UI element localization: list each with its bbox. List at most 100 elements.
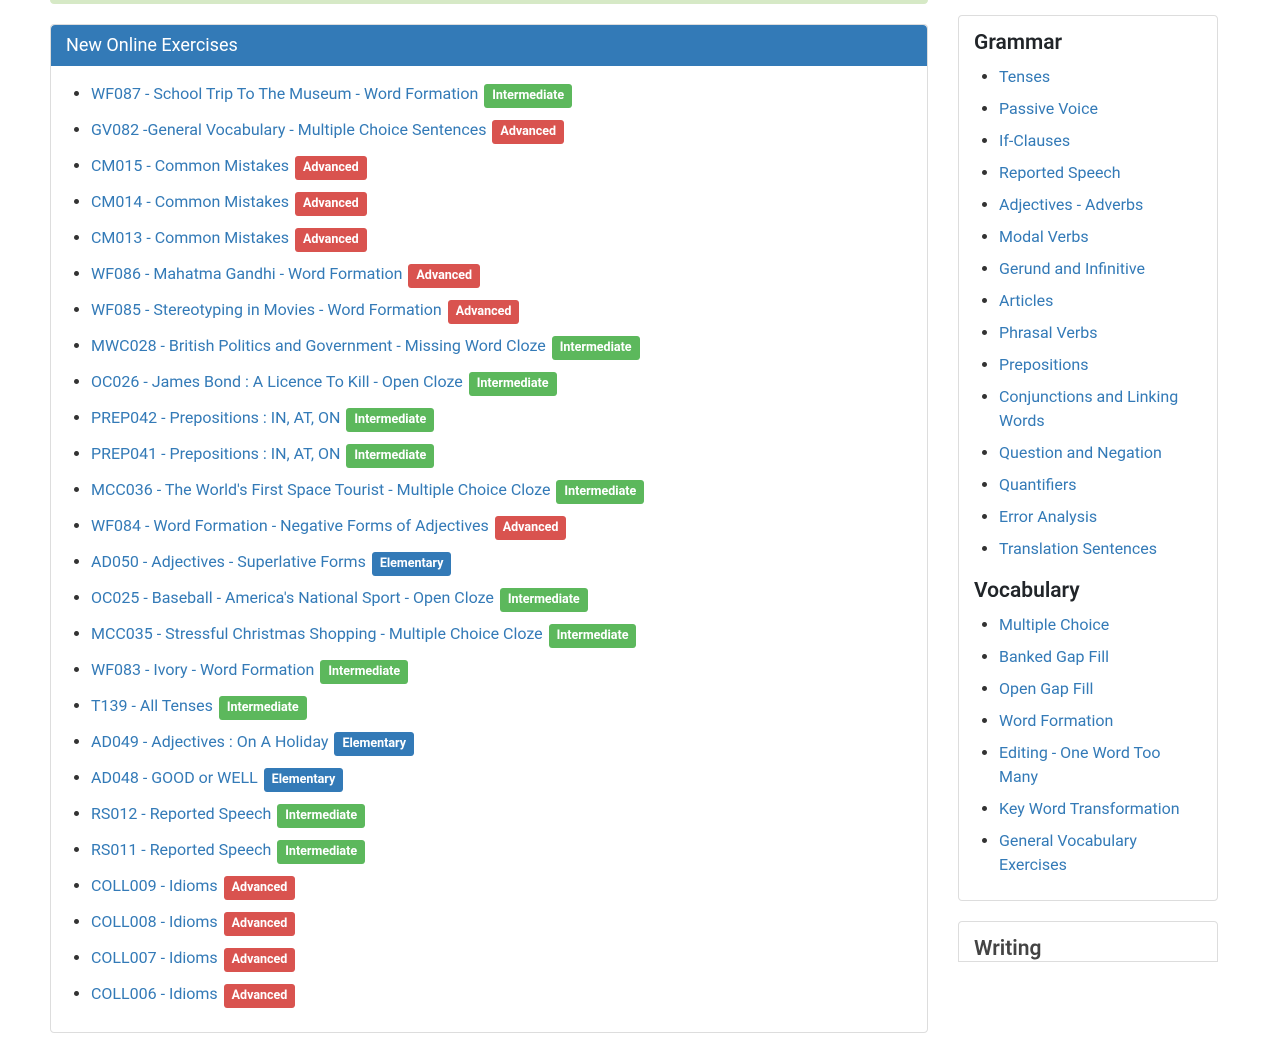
vocabulary-link[interactable]: Key Word Transformation (999, 799, 1180, 818)
sidebar-column: Grammar TensesPassive VoiceIf-ClausesRep… (958, 0, 1218, 1053)
exercise-link[interactable]: AD050 - Adjectives - Superlative Forms (91, 552, 366, 571)
grammar-link[interactable]: Articles (999, 291, 1053, 310)
exercise-item: CM013 - Common Mistakes Advanced (91, 225, 912, 252)
level-badge: Advanced (495, 516, 567, 540)
list-item: Phrasal Verbs (999, 321, 1202, 345)
exercise-link[interactable]: MCC036 - The World's First Space Tourist… (91, 480, 550, 499)
exercise-item: WF087 - School Trip To The Museum - Word… (91, 81, 912, 108)
vocabulary-link[interactable]: General Vocabulary Exercises (999, 831, 1137, 874)
exercise-item: OC025 - Baseball - America's National Sp… (91, 585, 912, 612)
level-badge: Elementary (264, 768, 344, 792)
list-item: Editing - One Word Too Many (999, 741, 1202, 789)
grammar-link[interactable]: Adjectives - Adverbs (999, 195, 1143, 214)
list-item: Passive Voice (999, 97, 1202, 121)
exercise-item: CM014 - Common Mistakes Advanced (91, 189, 912, 216)
grammar-link[interactable]: Prepositions (999, 355, 1088, 374)
exercise-link[interactable]: PREP042 - Prepositions : IN, AT, ON (91, 408, 340, 427)
exercise-link[interactable]: MWC028 - British Politics and Government… (91, 336, 546, 355)
list-item: Tenses (999, 65, 1202, 89)
exercise-item: AD049 - Adjectives : On A Holiday Elemen… (91, 729, 912, 756)
exercise-link[interactable]: T139 - All Tenses (91, 696, 213, 715)
list-item: Prepositions (999, 353, 1202, 377)
level-badge: Intermediate (346, 408, 434, 432)
exercises-panel: New Online Exercises WF087 - School Trip… (50, 24, 928, 1033)
grammar-link[interactable]: Phrasal Verbs (999, 323, 1098, 342)
exercise-link[interactable]: AD049 - Adjectives : On A Holiday (91, 732, 328, 751)
level-badge: Advanced (492, 120, 564, 144)
list-item: Modal Verbs (999, 225, 1202, 249)
vocabulary-link[interactable]: Banked Gap Fill (999, 647, 1109, 666)
list-item: Articles (999, 289, 1202, 313)
list-item: Quantifiers (999, 473, 1202, 497)
top-accent-bar (50, 0, 928, 4)
level-badge: Intermediate (219, 696, 307, 720)
exercise-link[interactable]: CM013 - Common Mistakes (91, 228, 289, 247)
grammar-link[interactable]: If-Clauses (999, 131, 1070, 150)
exercise-link[interactable]: WF086 - Mahatma Gandhi - Word Formation (91, 264, 402, 283)
list-item: Reported Speech (999, 161, 1202, 185)
grammar-link[interactable]: Modal Verbs (999, 227, 1089, 246)
exercise-item: PREP041 - Prepositions : IN, AT, ON Inte… (91, 441, 912, 468)
grammar-link[interactable]: Reported Speech (999, 163, 1121, 182)
level-badge: Intermediate (556, 480, 644, 504)
level-badge: Intermediate (277, 804, 365, 828)
list-item: Gerund and Infinitive (999, 257, 1202, 281)
exercise-link[interactable]: WF087 - School Trip To The Museum - Word… (91, 84, 478, 103)
exercise-item: COLL006 - Idioms Advanced (91, 981, 912, 1008)
level-badge: Intermediate (484, 84, 572, 108)
exercise-link[interactable]: PREP041 - Prepositions : IN, AT, ON (91, 444, 340, 463)
grammar-link[interactable]: Conjunctions and Linking Words (999, 387, 1178, 430)
exercise-link[interactable]: WF084 - Word Formation - Negative Forms … (91, 516, 489, 535)
level-badge: Advanced (224, 948, 296, 972)
exercise-link[interactable]: GV082 -General Vocabulary - Multiple Cho… (91, 120, 486, 139)
exercise-link[interactable]: CM015 - Common Mistakes (91, 156, 289, 175)
panel-title: New Online Exercises (51, 25, 927, 66)
exercise-link[interactable]: WF085 - Stereotyping in Movies - Word Fo… (91, 300, 442, 319)
vocabulary-link[interactable]: Multiple Choice (999, 615, 1109, 634)
exercise-link[interactable]: RS011 - Reported Speech (91, 840, 271, 859)
exercise-link[interactable]: COLL009 - Idioms (91, 876, 218, 895)
vocabulary-link[interactable]: Open Gap Fill (999, 679, 1093, 698)
grammar-link[interactable]: Error Analysis (999, 507, 1097, 526)
exercise-link[interactable]: CM014 - Common Mistakes (91, 192, 289, 211)
level-badge: Intermediate (552, 336, 640, 360)
exercise-item: GV082 -General Vocabulary - Multiple Cho… (91, 117, 912, 144)
exercise-item: COLL009 - Idioms Advanced (91, 873, 912, 900)
exercise-link[interactable]: OC026 - James Bond : A Licence To Kill -… (91, 372, 463, 391)
level-badge: Advanced (408, 264, 480, 288)
grammar-link[interactable]: Tenses (999, 67, 1050, 86)
exercise-link[interactable]: COLL007 - Idioms (91, 948, 218, 967)
level-badge: Advanced (448, 300, 520, 324)
list-item: Adjectives - Adverbs (999, 193, 1202, 217)
exercise-list: WF087 - School Trip To The Museum - Word… (66, 81, 912, 1008)
exercise-link[interactable]: AD048 - GOOD or WELL (91, 768, 258, 787)
exercise-item: COLL007 - Idioms Advanced (91, 945, 912, 972)
grammar-link[interactable]: Passive Voice (999, 99, 1098, 118)
exercise-item: COLL008 - Idioms Advanced (91, 909, 912, 936)
exercise-item: AD048 - GOOD or WELL Elementary (91, 765, 912, 792)
exercise-item: RS011 - Reported Speech Intermediate (91, 837, 912, 864)
exercise-link[interactable]: WF083 - Ivory - Word Formation (91, 660, 314, 679)
exercise-item: WF085 - Stereotyping in Movies - Word Fo… (91, 297, 912, 324)
level-badge: Advanced (224, 912, 296, 936)
vocabulary-link[interactable]: Editing - One Word Too Many (999, 743, 1161, 786)
level-badge: Advanced (295, 228, 367, 252)
exercise-link[interactable]: MCC035 - Stressful Christmas Shopping - … (91, 624, 543, 643)
grammar-link[interactable]: Gerund and Infinitive (999, 259, 1145, 278)
exercise-link[interactable]: COLL008 - Idioms (91, 912, 218, 931)
exercise-item: CM015 - Common Mistakes Advanced (91, 153, 912, 180)
list-item: Translation Sentences (999, 537, 1202, 561)
grammar-link[interactable]: Quantifiers (999, 475, 1077, 494)
vocabulary-link[interactable]: Word Formation (999, 711, 1113, 730)
grammar-link[interactable]: Question and Negation (999, 443, 1162, 462)
level-badge: Elementary (334, 732, 414, 756)
grammar-link[interactable]: Translation Sentences (999, 539, 1157, 558)
exercise-item: MCC035 - Stressful Christmas Shopping - … (91, 621, 912, 648)
exercise-link[interactable]: RS012 - Reported Speech (91, 804, 271, 823)
exercise-item: MCC036 - The World's First Space Tourist… (91, 477, 912, 504)
level-badge: Advanced (295, 156, 367, 180)
level-badge: Elementary (372, 552, 452, 576)
exercise-link[interactable]: OC025 - Baseball - America's National Sp… (91, 588, 494, 607)
list-item: General Vocabulary Exercises (999, 829, 1202, 877)
exercise-link[interactable]: COLL006 - Idioms (91, 984, 218, 1003)
